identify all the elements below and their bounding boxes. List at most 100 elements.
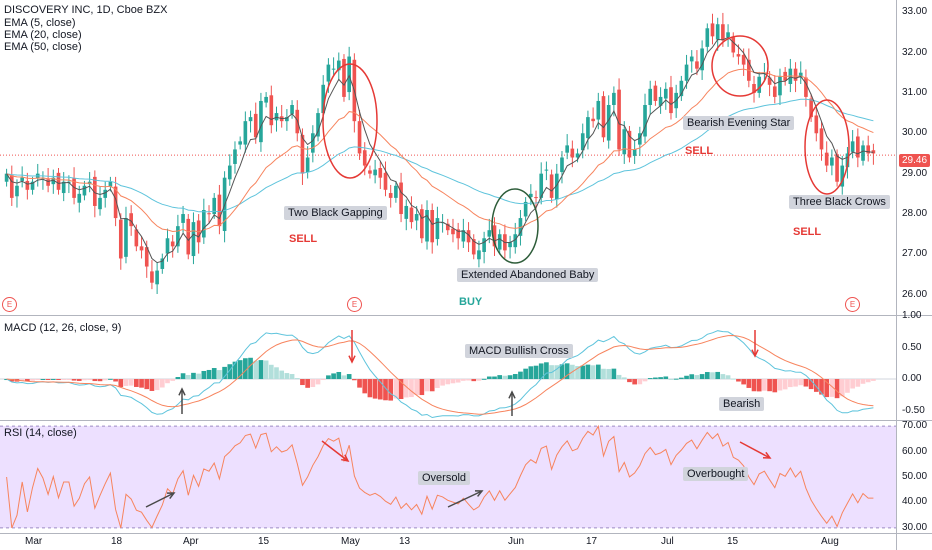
candle (757, 76, 762, 93)
note-bearish: Bearish (719, 397, 765, 411)
macd-histogram-bar (253, 360, 259, 380)
ema50-legend: EMA (50, close) (4, 41, 82, 53)
candle (741, 54, 746, 65)
macd-tick: -0.50 (902, 404, 925, 416)
candle (134, 229, 139, 247)
candle (77, 193, 82, 203)
candle (549, 174, 554, 198)
macd-histogram-bar (834, 379, 840, 399)
macd-tick: 0.50 (902, 341, 922, 353)
candle (373, 169, 377, 176)
candle (191, 222, 196, 257)
macd-histogram-bar (829, 379, 835, 397)
macd-histogram-bar (580, 365, 586, 380)
candle (342, 58, 346, 97)
candle (529, 193, 533, 198)
pattern-circle-evening-star (711, 35, 769, 97)
macd-signal-line (6, 334, 874, 415)
earnings-marker-2[interactable]: E (347, 297, 362, 312)
candle (752, 84, 756, 93)
candle (523, 201, 528, 217)
candle (648, 88, 653, 105)
candle (129, 213, 133, 227)
macd-histogram-bar (357, 379, 362, 388)
candle (181, 214, 185, 223)
macd-tick: 0.00 (902, 373, 922, 385)
macd-histogram-bar (305, 379, 310, 388)
candle (326, 64, 331, 82)
macd-histogram-bar (279, 370, 285, 380)
pattern-circle-abandoned-baby (491, 188, 539, 264)
macd-histogram-bar (243, 358, 248, 380)
candle (233, 149, 237, 164)
macd-histogram-bar (673, 378, 679, 380)
candle (601, 96, 606, 138)
rsi-tick: 70.00 (902, 420, 928, 432)
candle (726, 32, 730, 38)
macd-histogram-bar (782, 379, 788, 390)
macd-histogram-bar (398, 379, 404, 400)
earnings-marker-1[interactable]: E (2, 297, 17, 312)
candle (830, 157, 834, 166)
pattern-circle-three-crows (804, 99, 850, 195)
candle (866, 145, 871, 154)
candle (632, 149, 637, 156)
macd-histogram-bar (217, 370, 222, 380)
time-tick: Mar (25, 536, 43, 547)
rsi-arrow-down-1 (321, 440, 349, 462)
buy-signal: BUY (459, 296, 483, 308)
time-tick: May (341, 536, 360, 547)
macd-histogram-bar (113, 379, 118, 382)
price-tick: 31.00 (902, 86, 928, 98)
candle (227, 165, 232, 180)
candle (300, 134, 305, 174)
macd-histogram-bar (621, 377, 627, 380)
macd-histogram-bar (258, 360, 264, 380)
candle (580, 133, 585, 151)
time-tick: 18 (111, 536, 123, 547)
macd-histogram-bar (684, 375, 689, 380)
candle (679, 80, 684, 97)
time-tick: 15 (258, 536, 270, 547)
macd-histogram-bar (227, 364, 233, 380)
macd-histogram-bar (679, 377, 684, 380)
candle (778, 76, 782, 96)
candle (285, 117, 289, 122)
candle (139, 246, 144, 251)
candle (357, 121, 362, 154)
macd-histogram-bar (50, 378, 56, 380)
candle (362, 150, 367, 166)
price-tick: 33.00 (902, 6, 928, 18)
candle (508, 242, 512, 248)
candle (248, 117, 253, 122)
candle (554, 173, 559, 200)
macd-histogram-bar (824, 379, 830, 398)
time-tick: Apr (183, 536, 199, 547)
candle (622, 129, 627, 155)
macd-histogram-bar (699, 374, 705, 380)
candle (850, 141, 855, 152)
macd-histogram-bar (170, 379, 176, 381)
macd-histogram-bar (471, 379, 477, 382)
rsi-arrow-up-1-head (166, 492, 176, 500)
candle (46, 179, 50, 186)
macd-histogram-bar (647, 378, 653, 380)
note-macd-bullish-cross: MACD Bullish Cross (465, 344, 573, 358)
candle (321, 84, 326, 114)
last-price-tag: 29.46 (899, 154, 931, 167)
candle (202, 210, 206, 238)
macd-histogram-bar (813, 379, 819, 392)
candle (290, 105, 294, 114)
candle (93, 176, 97, 206)
candle (103, 189, 108, 198)
macd-histogram-bar (134, 379, 139, 387)
macd-histogram-bar (19, 379, 25, 381)
macd-histogram-bar (730, 378, 736, 380)
macd-histogram-bar (725, 375, 731, 380)
candle (243, 121, 248, 145)
candle (518, 218, 523, 236)
macd-histogram-bar (108, 378, 113, 380)
earnings-marker-3[interactable]: E (845, 297, 860, 312)
candle (108, 181, 113, 187)
macd-histogram-bar (196, 373, 201, 380)
